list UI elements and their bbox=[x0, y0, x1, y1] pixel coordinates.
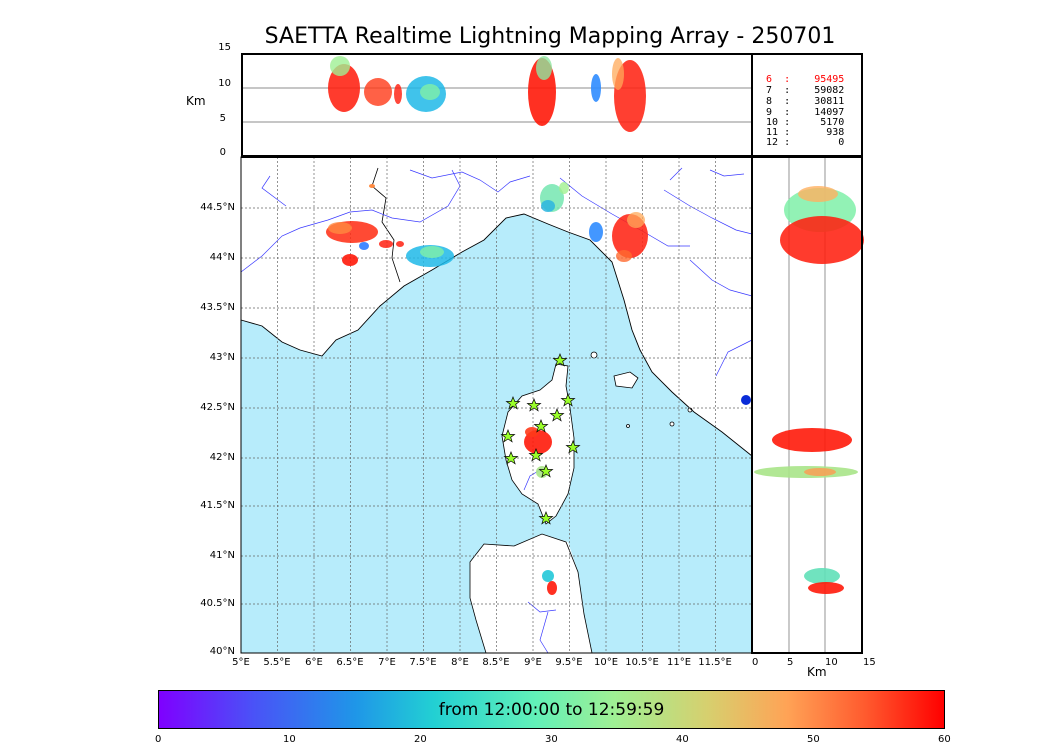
station-star bbox=[560, 393, 576, 407]
stat-station-count: 6 bbox=[766, 74, 773, 85]
side-clusters bbox=[754, 186, 864, 594]
station-star bbox=[503, 451, 519, 465]
lat-tick: 42.5°N bbox=[200, 402, 235, 413]
mainland-coastline bbox=[240, 213, 753, 457]
lat-tick: 44.5°N bbox=[200, 202, 235, 213]
lon-tick: 10°E bbox=[593, 657, 619, 668]
stat-source-count: 0 bbox=[838, 137, 845, 148]
lon-tick: 9.5°E bbox=[555, 657, 583, 668]
side-xtick: 0 bbox=[752, 657, 759, 668]
stat-source-count: 30811 bbox=[814, 96, 845, 107]
lon-tick: 6.5°E bbox=[336, 657, 364, 668]
station-star bbox=[533, 419, 549, 433]
station-star bbox=[500, 429, 516, 443]
colorbar-tick: 20 bbox=[414, 734, 427, 745]
lon-tick: 8°E bbox=[451, 657, 469, 668]
stat-station-count: 8 bbox=[766, 96, 773, 107]
graticule bbox=[241, 157, 752, 653]
colorbar-tick: 50 bbox=[807, 734, 820, 745]
stat-row: 10 : 5170 bbox=[766, 117, 845, 128]
lat-tick: 44°N bbox=[209, 252, 235, 263]
stat-station-count: 9 bbox=[766, 107, 773, 118]
colorbar-tick: 0 bbox=[155, 734, 162, 745]
lon-tick: 11.5°E bbox=[698, 657, 732, 668]
station-star bbox=[505, 396, 521, 410]
stat-source-count: 59082 bbox=[814, 85, 845, 96]
alt-ytick: 10 bbox=[218, 78, 231, 89]
lon-tick: 10.5°E bbox=[625, 657, 659, 668]
altitude-clusters bbox=[328, 56, 646, 132]
elba-island bbox=[613, 371, 639, 389]
lon-tick: 8.5°E bbox=[482, 657, 510, 668]
colorbar-tick: 30 bbox=[545, 734, 558, 745]
alt-ytick: 5 bbox=[219, 113, 226, 124]
lon-tick: 6°E bbox=[305, 657, 323, 668]
stat-source-count: 14097 bbox=[814, 107, 845, 118]
stat-source-count: 5170 bbox=[820, 117, 845, 128]
lat-tick: 40°N bbox=[209, 646, 235, 657]
stat-station-count: 7 bbox=[766, 85, 773, 96]
station-star bbox=[528, 448, 544, 462]
stat-row: 12 : 0 bbox=[766, 137, 845, 148]
lma-stations bbox=[500, 353, 581, 525]
stat-source-count: 95495 bbox=[814, 74, 845, 85]
stat-row: 7 : 59082 bbox=[766, 85, 845, 96]
stat-source-count: 938 bbox=[826, 127, 845, 138]
lon-tick: 5.5°E bbox=[263, 657, 291, 668]
lon-tick: 7°E bbox=[378, 657, 396, 668]
station-star bbox=[549, 408, 565, 422]
stat-row: 9 : 14097 bbox=[766, 107, 845, 118]
alt-ytick: 15 bbox=[218, 42, 231, 53]
stat-station-count: 10 bbox=[766, 117, 779, 128]
colorbar-time-range: from 12:00:00 to 12:59:59 bbox=[438, 700, 665, 720]
station-star bbox=[526, 398, 542, 412]
lat-tick: 41.5°N bbox=[200, 500, 235, 511]
colorbar-tick: 10 bbox=[283, 734, 296, 745]
side-altitude-panel bbox=[751, 156, 864, 654]
lon-tick: 5°E bbox=[232, 657, 250, 668]
side-xtick: 10 bbox=[825, 657, 838, 668]
lat-tick: 41°N bbox=[209, 550, 235, 561]
time-colorbar: from 12:00:00 to 12:59:59 bbox=[158, 690, 945, 729]
colorbar-tick: 40 bbox=[676, 734, 689, 745]
main-map-panel bbox=[240, 156, 753, 654]
side-xtick: 5 bbox=[787, 657, 794, 668]
station-star bbox=[552, 353, 568, 367]
altitude-panel bbox=[241, 53, 863, 157]
lat-tick: 40.5°N bbox=[200, 598, 235, 609]
stat-station-count: 11 bbox=[766, 127, 779, 138]
station-star bbox=[538, 511, 554, 525]
chart-title: SAETTA Realtime Lightning Mapping Array … bbox=[264, 24, 836, 49]
colorbar-tick: 60 bbox=[938, 734, 951, 745]
lon-tick: 7.5°E bbox=[409, 657, 437, 668]
stat-station-count: 12 bbox=[766, 137, 779, 148]
lon-tick: 9°E bbox=[524, 657, 542, 668]
station-star bbox=[565, 440, 581, 454]
altitude-axis-label: Km bbox=[186, 94, 206, 108]
lat-tick: 43°N bbox=[209, 352, 235, 363]
side-axis-label: Km bbox=[807, 665, 827, 679]
map-lightning-clusters bbox=[326, 182, 751, 595]
side-xtick: 15 bbox=[863, 657, 876, 668]
stat-row: 11 : 938 bbox=[766, 127, 845, 138]
lat-tick: 43.5°N bbox=[200, 302, 235, 313]
stat-row: 8 : 30811 bbox=[766, 96, 845, 107]
lon-tick: 11°E bbox=[666, 657, 692, 668]
lat-tick: 42°N bbox=[209, 452, 235, 463]
station-star bbox=[538, 464, 554, 478]
alt-ytick: 0 bbox=[219, 147, 226, 158]
stat-row: 6 : 95495 bbox=[766, 74, 845, 85]
